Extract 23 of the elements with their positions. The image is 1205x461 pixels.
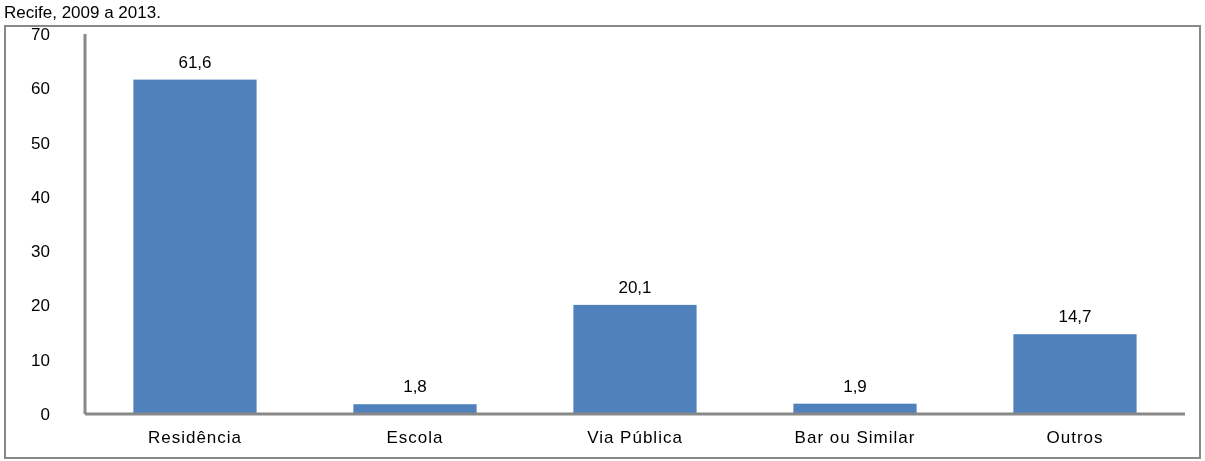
y-tick-label: 40 — [31, 187, 50, 207]
data-label: 1,8 — [403, 377, 427, 397]
chart-title: Recife, 2009 a 2013. — [4, 3, 161, 22]
data-label: 1,9 — [843, 376, 867, 396]
x-tick-label: Escola — [386, 428, 444, 447]
y-tick-label: 50 — [31, 133, 50, 153]
data-label: 20,1 — [618, 277, 652, 297]
y-tick-label: 10 — [31, 350, 50, 370]
y-tick-label: 30 — [31, 242, 50, 262]
y-tick-label: 60 — [31, 79, 50, 99]
data-label: 61,6 — [178, 52, 212, 72]
y-tick-label: 70 — [31, 24, 50, 44]
x-tick-label: Bar ou Similar — [794, 428, 916, 447]
x-tick-label: Residência — [147, 428, 243, 447]
bar — [353, 404, 477, 414]
bar — [573, 304, 697, 414]
data-label: 14,7 — [1058, 307, 1092, 327]
bar — [1013, 334, 1137, 414]
x-tick-label: Via Pública — [587, 428, 683, 447]
y-tick-label: 20 — [31, 296, 50, 316]
x-tick-label: Outros — [1046, 428, 1104, 447]
bar — [133, 79, 257, 414]
y-tick-label: 0 — [40, 404, 50, 424]
